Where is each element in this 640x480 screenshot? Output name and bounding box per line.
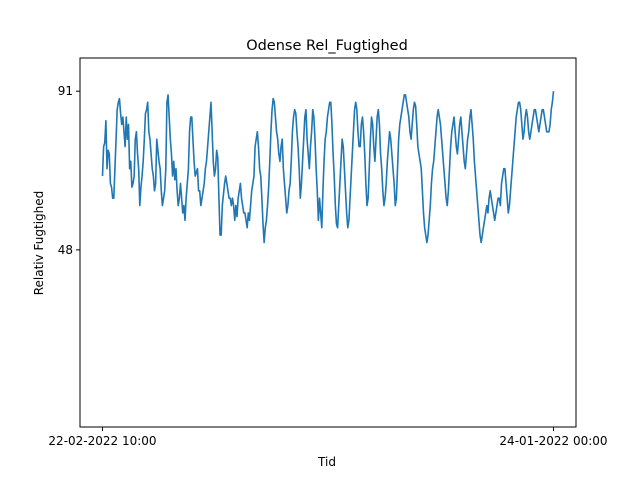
chart-title: Odense Rel_Fugtighed [246, 38, 408, 54]
x-axis-label: Tid [317, 455, 336, 469]
y-tick-label: 48 [58, 243, 73, 257]
x-tick-label: 24-01-2022 00:00 [499, 434, 607, 448]
series-line-0 [101, 91, 555, 244]
axes-frame [79, 57, 577, 428]
y-axis-ticks: 48 91 [58, 84, 80, 257]
y-tick-label: 91 [58, 84, 73, 98]
y-axis-label: Relativ Fugtighed [32, 191, 46, 296]
x-tick-label: 22-02-2022 10:00 [48, 434, 156, 448]
x-axis-ticks: 22-02-2022 10:00 24-01-2022 00:00 [48, 427, 608, 448]
series-group [101, 91, 555, 244]
